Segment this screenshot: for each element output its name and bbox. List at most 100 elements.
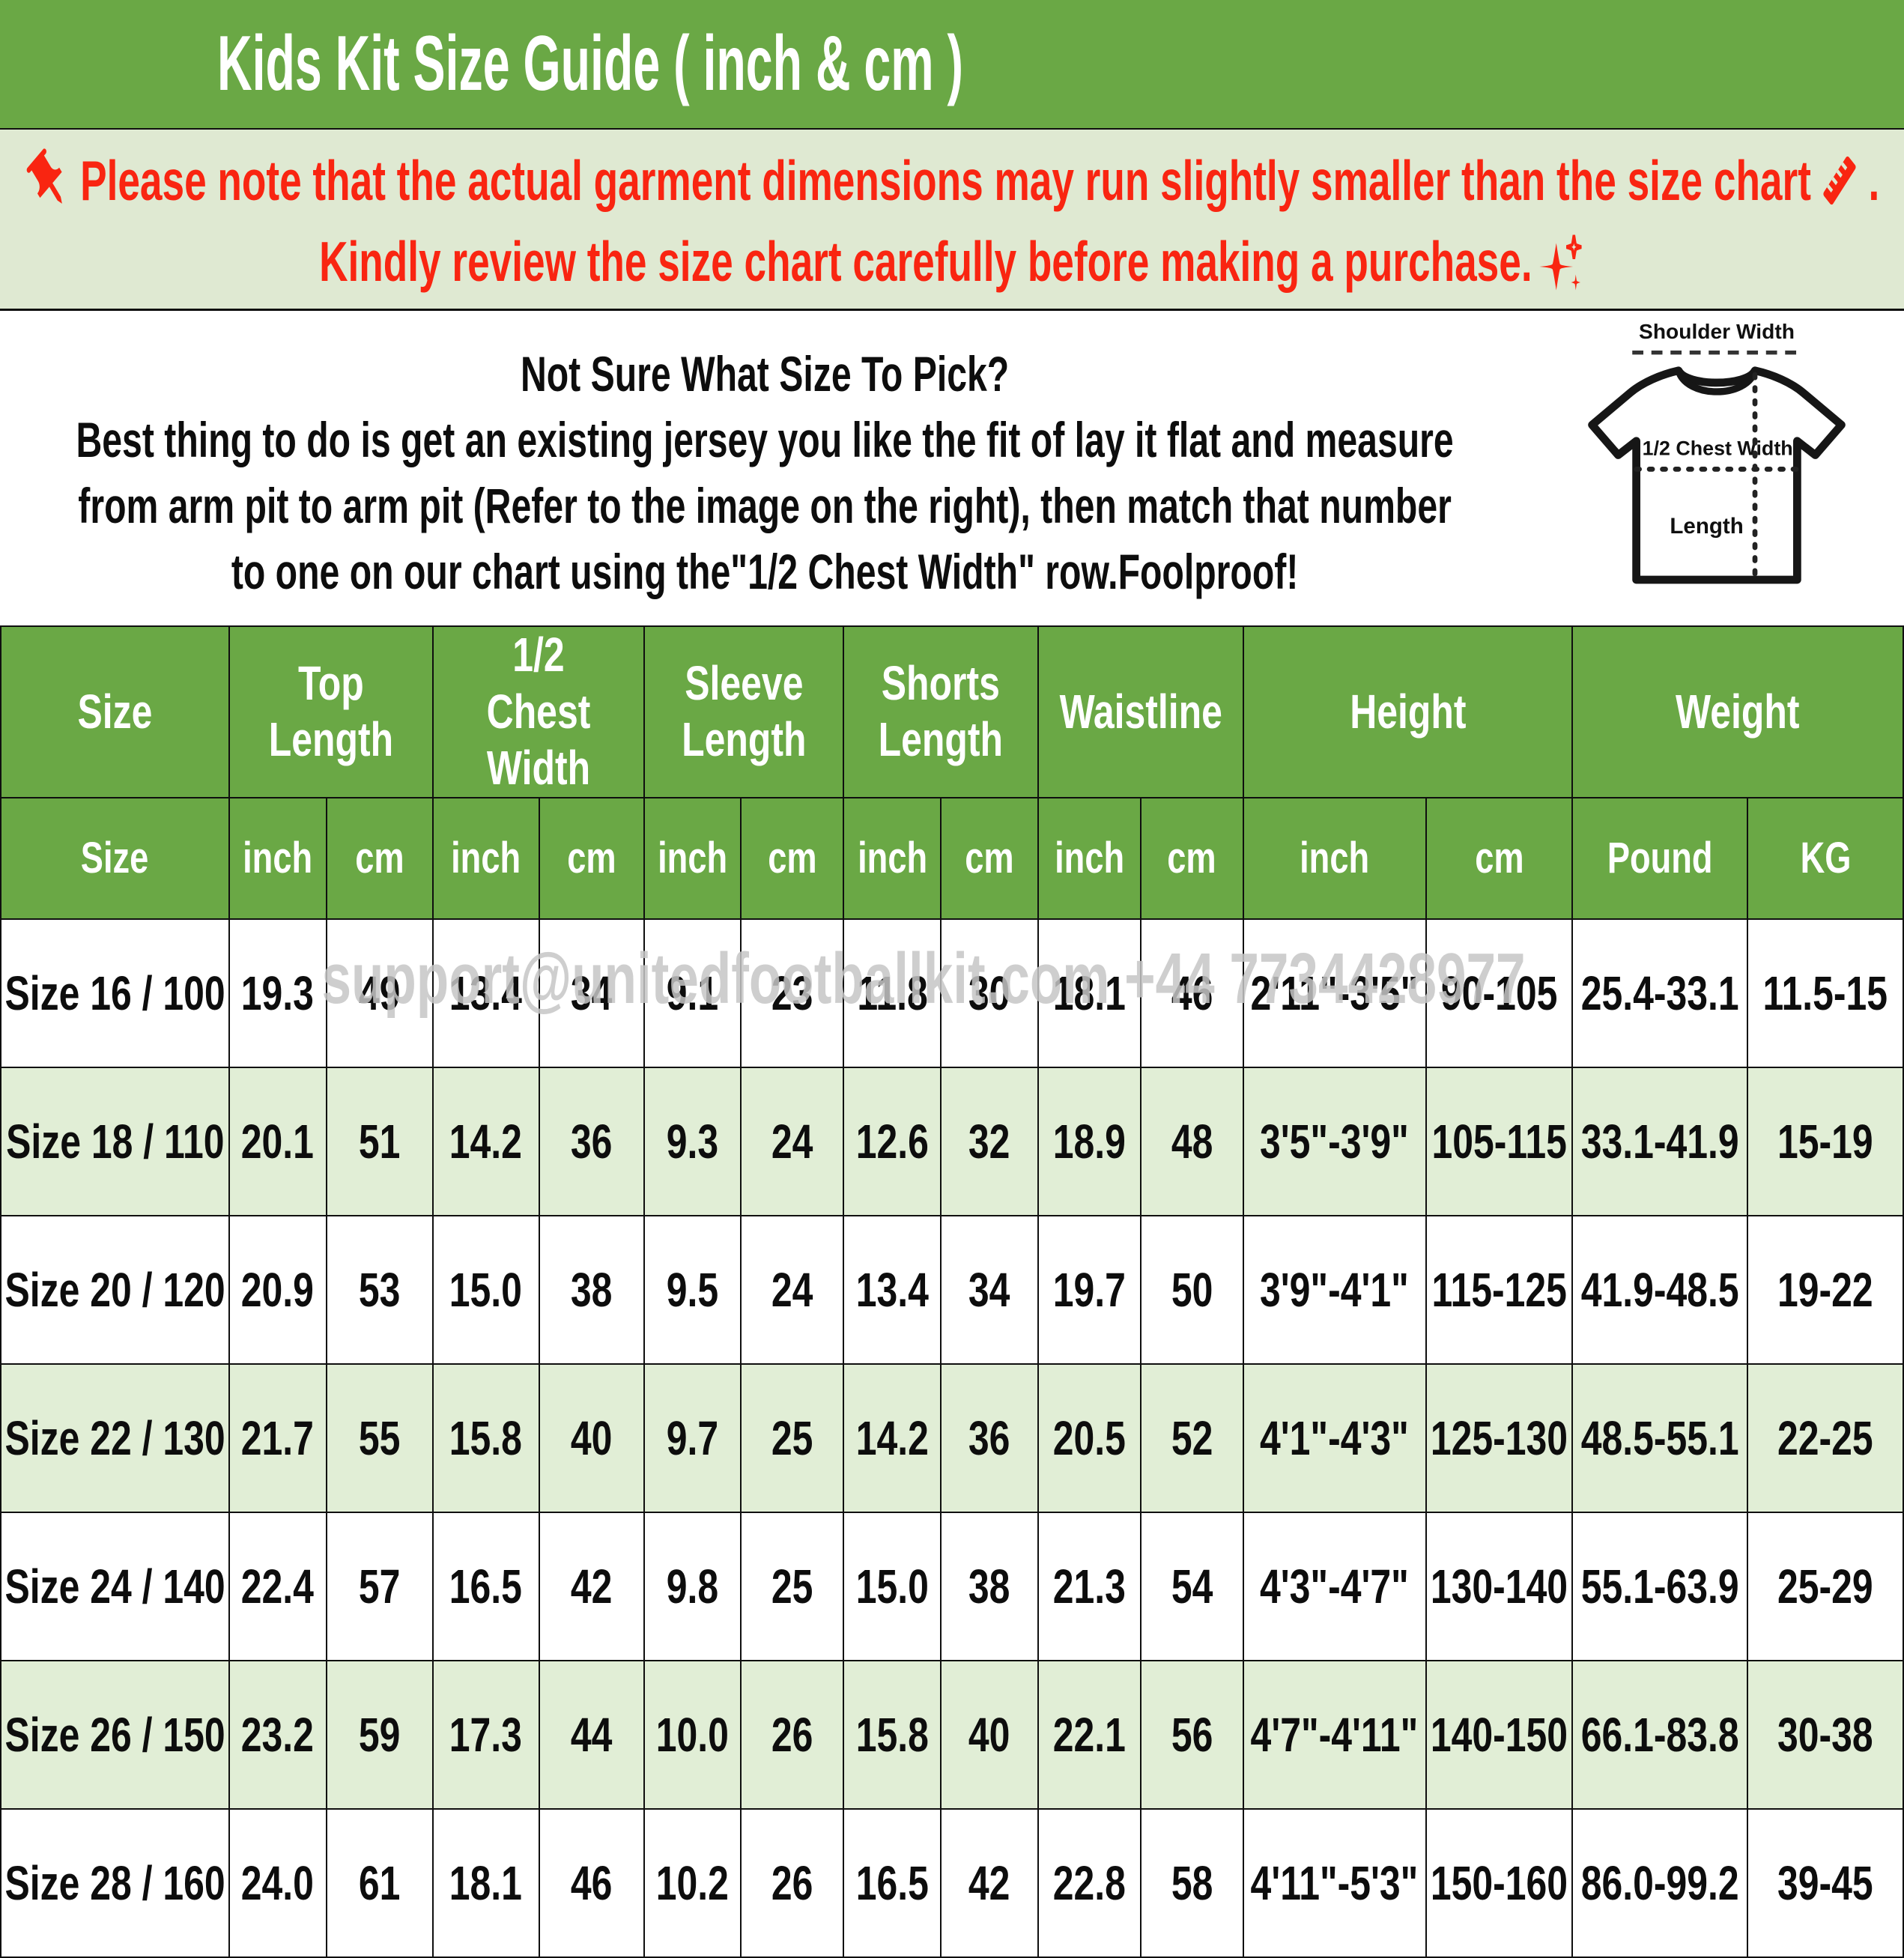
table-row: Size 26 / 150 23.2 59 17.3 44 10.0 26 15.8 40 22.… xyxy=(0,1659,1904,1810)
table-cell: 51 xyxy=(325,1066,434,1216)
notice-line-2: Kindly review the size chart carefully b… xyxy=(0,221,1903,302)
row-size-label: Size 22 / 130 xyxy=(0,1363,230,1513)
table-cell: 38 xyxy=(538,1214,645,1365)
sizing-help-line-4: to one on our chart using the"1/2 Chest … xyxy=(231,544,1299,599)
table-cell: 54 xyxy=(1139,1511,1244,1661)
table-cell: 25.4-33.1 xyxy=(1571,918,1749,1068)
table-cell: 22-25 xyxy=(1747,1363,1904,1513)
table-cell: 66.1-83.8 xyxy=(1571,1659,1749,1810)
table-cell: 2'11"-3'5" xyxy=(1242,918,1427,1068)
table-row: Size 16 / 100 19.3 49 13.4 34 9.1 23 11.8 30 18.1… xyxy=(0,918,1904,1068)
table-cell: 125-130 xyxy=(1425,1363,1574,1513)
ruler-icon xyxy=(1823,156,1856,205)
table-row: Size 18 / 110 20.1 51 14.2 36 9.3 24 12.6 32 18.9… xyxy=(0,1066,1904,1216)
table-cell: 48.5-55.1 xyxy=(1571,1363,1749,1513)
table-cell: 105-115 xyxy=(1425,1066,1574,1216)
table-cell: 40 xyxy=(940,1659,1039,1810)
table-cell: 22.4 xyxy=(228,1511,327,1661)
table-cell: 23 xyxy=(740,918,845,1068)
table-cell: 9.3 xyxy=(643,1066,742,1216)
chest-width-label: 1/2 Chest Width xyxy=(1643,437,1793,460)
header-group-weight: Weight xyxy=(1571,625,1904,798)
shoulder-width-label: Shoulder Width xyxy=(1639,319,1795,343)
sizing-help-section: Not Sure What Size To Pick? Best thing t… xyxy=(0,311,1904,625)
table-cell: 14.2 xyxy=(431,1066,540,1216)
table-cell: 49 xyxy=(325,918,434,1068)
table-cell: 53 xyxy=(325,1214,434,1365)
table-cell: 15.0 xyxy=(431,1214,540,1365)
table-row: Size 20 / 120 20.9 53 15.0 38 9.5 24 13.4 34 19.7… xyxy=(0,1214,1904,1365)
table-cell: 17.3 xyxy=(431,1659,540,1810)
subheader-cell: Pound xyxy=(1571,796,1749,920)
table-cell: 13.4 xyxy=(431,918,540,1068)
notice-banner: Please note that the actual garment dime… xyxy=(0,130,1904,311)
table-cell: 41.9-48.5 xyxy=(1571,1214,1749,1365)
table-cell: 20.5 xyxy=(1037,1363,1142,1513)
header-group-1-2-chest-width: 1/2 Chest Width xyxy=(431,625,645,798)
row-size-label: Size 20 / 120 xyxy=(0,1214,230,1365)
table-cell: 58 xyxy=(1139,1807,1244,1958)
subheader-cell: KG xyxy=(1747,796,1904,920)
table-cell: 44 xyxy=(538,1659,645,1810)
row-size-label: Size 28 / 160 xyxy=(0,1807,230,1958)
pushpin-icon xyxy=(26,148,62,204)
table-cell: 57 xyxy=(325,1511,434,1661)
table-cell: 9.8 xyxy=(643,1511,742,1661)
table-cell: 19.7 xyxy=(1037,1214,1142,1365)
table-cell: 16.5 xyxy=(431,1511,540,1661)
table-cell: 56 xyxy=(1139,1659,1244,1810)
subheader-cell: Size xyxy=(0,796,230,920)
header-group-top-length: Top Length xyxy=(228,625,434,798)
table-cell: 55.1-63.9 xyxy=(1571,1511,1749,1661)
table-cell: 15.8 xyxy=(431,1363,540,1513)
table-row: Size 24 / 140 22.4 57 16.5 42 9.8 25 15.0 38 21.3… xyxy=(0,1511,1904,1661)
sizing-help-text: Not Sure What Size To Pick? Best thing t… xyxy=(0,311,1529,625)
table-cell: 18.9 xyxy=(1037,1066,1142,1216)
table-cell: 22.1 xyxy=(1037,1659,1142,1810)
table-cell: 11.8 xyxy=(843,918,942,1068)
table-cell: 9.1 xyxy=(643,918,742,1068)
table-cell: 59 xyxy=(325,1659,434,1810)
table-cell: 30 xyxy=(940,918,1039,1068)
table-cell: 34 xyxy=(940,1214,1039,1365)
table-cell: 46 xyxy=(538,1807,645,1958)
table-cell: 19.3 xyxy=(228,918,327,1068)
subheader-cell: cm xyxy=(940,796,1039,920)
table-cell: 9.7 xyxy=(643,1363,742,1513)
table-cell: 30-38 xyxy=(1747,1659,1904,1810)
table-cell: 130-140 xyxy=(1425,1511,1574,1661)
subheader-cell: cm xyxy=(740,796,845,920)
subheader-cell: inch xyxy=(843,796,942,920)
row-size-label: Size 18 / 110 xyxy=(0,1066,230,1216)
table-row: Size 28 / 160 24.0 61 18.1 46 10.2 26 16.5 42 22.… xyxy=(0,1807,1904,1958)
subheader-cell: inch xyxy=(643,796,742,920)
page-title: Kids Kit Size Guide ( inch & cm ) xyxy=(217,20,964,107)
table-cell: 4'1"-4'3" xyxy=(1242,1363,1427,1513)
subheader-cell: cm xyxy=(325,796,434,920)
table-cell: 4'3"-4'7" xyxy=(1242,1511,1427,1661)
header-group-sleeve-length: Sleeve Length xyxy=(643,625,845,798)
subheader-cell: cm xyxy=(1425,796,1574,920)
table-cell: 46 xyxy=(1139,918,1244,1068)
table-cell: 19-22 xyxy=(1747,1214,1904,1365)
subheader-cell: inch xyxy=(228,796,327,920)
table-cell: 34 xyxy=(538,918,645,1068)
header-group-row: Size Top Length 1/2 Chest Width Sleeve Leng… xyxy=(0,625,1904,798)
subheader-cell: inch xyxy=(431,796,540,920)
table-cell: 24 xyxy=(740,1066,845,1216)
table-cell: 20.1 xyxy=(228,1066,327,1216)
table-cell: 39-45 xyxy=(1747,1807,1904,1958)
table-cell: 4'7"-4'11" xyxy=(1242,1659,1427,1810)
notice-line-1-suffix: . xyxy=(1868,149,1880,212)
table-cell: 23.2 xyxy=(228,1659,327,1810)
table-cell: 15.0 xyxy=(843,1511,942,1661)
table-cell: 15.8 xyxy=(843,1659,942,1810)
table-cell: 3'5"-3'9" xyxy=(1242,1066,1427,1216)
header-group-size: Size xyxy=(0,625,230,798)
subheader-cell: inch xyxy=(1037,796,1142,920)
table-cell: 38 xyxy=(940,1511,1039,1661)
table-cell: 55 xyxy=(325,1363,434,1513)
header-group-waistline: Waistline xyxy=(1037,625,1244,798)
notice-line-2-text: Kindly review the size chart carefully b… xyxy=(319,230,1532,293)
table-cell: 52 xyxy=(1139,1363,1244,1513)
